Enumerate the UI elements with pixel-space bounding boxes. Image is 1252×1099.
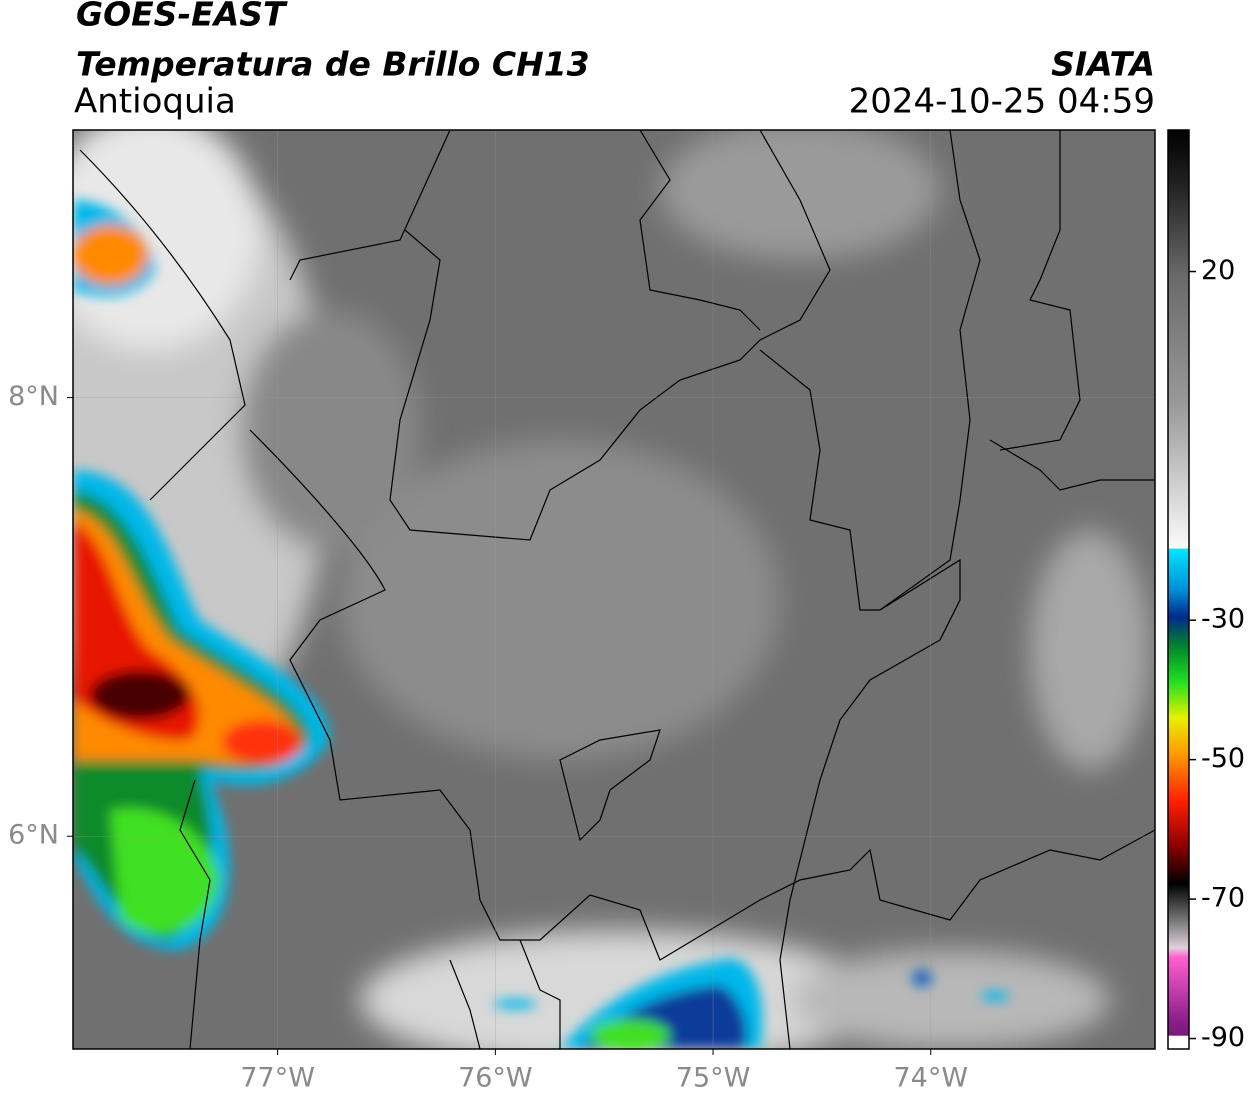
region: Antioquia	[74, 82, 236, 122]
colorbar-tick-label: -90	[1201, 1022, 1245, 1053]
colorbar-tick-label: -70	[1201, 883, 1245, 914]
lon-tick-label: 77°W	[240, 1063, 315, 1094]
colorbar-tick-label: -30	[1201, 604, 1245, 635]
lon-tick-label: 76°W	[458, 1063, 533, 1094]
lon-tick-label: 74°W	[893, 1063, 968, 1094]
satellite: GOES-EAST	[76, 0, 288, 34]
colorbar-tick-label: -50	[1201, 743, 1245, 774]
lon-tick-label: 75°W	[676, 1063, 751, 1094]
colorbar-tick-label: 20	[1201, 255, 1235, 286]
product: Temperatura de Brillo CH13	[76, 45, 590, 84]
satellite-image	[73, 130, 1155, 1049]
agency: SIATA	[1051, 45, 1155, 84]
lat-tick-label: 6°N	[8, 820, 59, 851]
lat-tick-label: 8°N	[8, 381, 59, 412]
map-frame	[72, 129, 1156, 1050]
datetime: 2024-10-25 04:59	[849, 82, 1155, 122]
colorbar	[1167, 129, 1190, 1050]
